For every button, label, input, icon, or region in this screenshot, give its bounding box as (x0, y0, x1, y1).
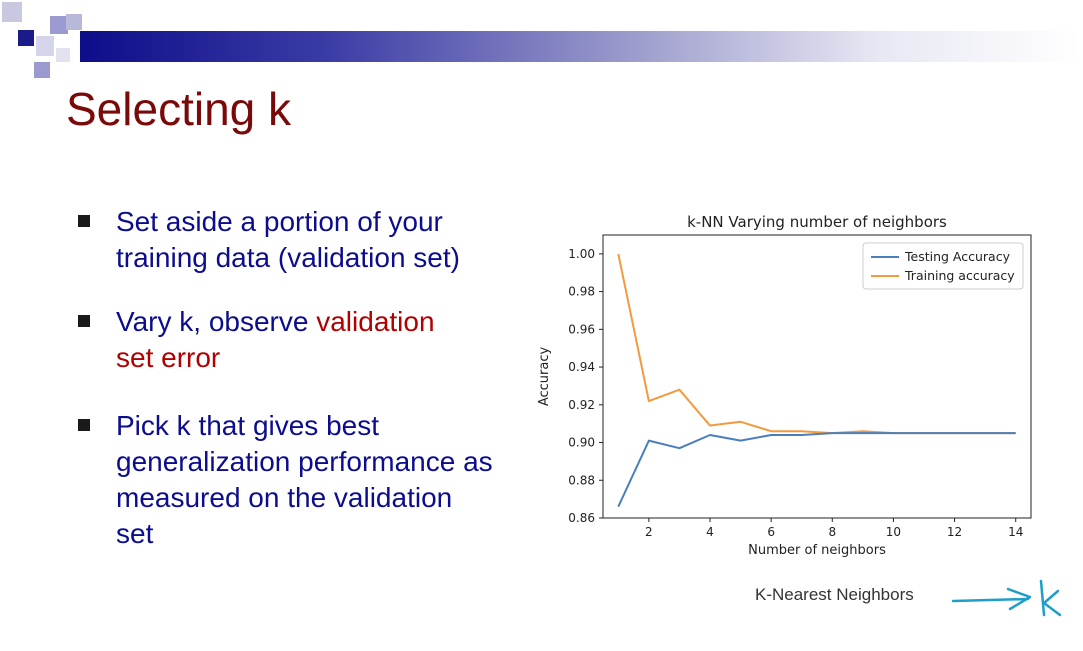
x-tick-label: 6 (767, 525, 775, 539)
x-tick-label: 12 (947, 525, 962, 539)
x-tick-label: 10 (886, 525, 901, 539)
decorative-square (56, 48, 70, 62)
y-tick-label: 0.94 (568, 360, 595, 374)
legend-label: Training accuracy (904, 268, 1015, 283)
decorative-square (18, 30, 34, 46)
caption: K-Nearest Neighbors (755, 585, 914, 604)
plot-frame (602, 234, 1032, 519)
y-tick-label: 0.96 (568, 322, 595, 336)
y-tick-label: 0.88 (568, 473, 595, 487)
x-tick-label: 2 (645, 525, 653, 539)
chart-title: k-NN Varying number of neighbors (687, 213, 947, 231)
series-line (617, 432, 1016, 508)
y-tick-label: 0.98 (568, 285, 595, 299)
x-axis-label: Number of neighbors (748, 543, 886, 558)
legend-label: Testing Accuracy (904, 249, 1011, 264)
handwritten-arrow-k-icon (951, 579, 1062, 617)
bullet-text: Set aside a portion of your training dat… (116, 206, 460, 273)
x-tick-label: 8 (828, 525, 836, 539)
bullet-marker (78, 315, 90, 327)
slide-title: Selecting k (66, 83, 292, 135)
decorative-square (50, 16, 68, 34)
x-tick-label: 4 (706, 525, 714, 539)
y-axis-label: Accuracy (537, 347, 552, 407)
header-gradient-bar (80, 31, 1080, 62)
decorative-square (36, 36, 54, 56)
knn-accuracy-chart: k-NN Varying number of neighbors 2 4 6 8 10 12… (528, 205, 1038, 575)
legend-box (862, 242, 1024, 290)
y-tick-label: 0.86 (568, 511, 595, 525)
decorative-square (34, 62, 50, 78)
x-tick-label: 14 (1008, 525, 1023, 539)
decorative-square (66, 14, 82, 30)
chart-svg: k-NN Varying number of neighbors 2 4 6 8 10 12… (537, 213, 1032, 558)
bullet-marker (78, 215, 90, 227)
y-tick-label: 0.90 (568, 436, 595, 450)
y-tick-label: 0.92 (568, 398, 595, 412)
decorative-square (2, 2, 22, 22)
highlight-text: validation set error (116, 306, 435, 373)
bullet-text: Pick k that gives best generalization pe… (116, 410, 493, 549)
bullet-marker (78, 419, 90, 431)
y-tick-label: 1.00 (568, 247, 595, 261)
bullet-text: Vary k, observe validation set error (116, 306, 435, 373)
